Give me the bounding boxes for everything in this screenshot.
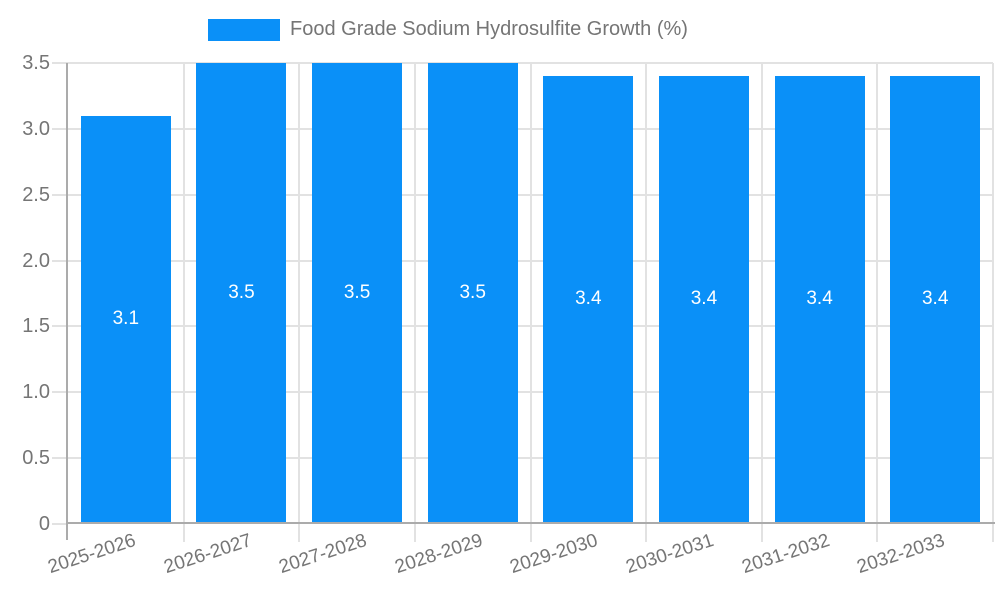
legend-item[interactable]: Food Grade Sodium Hydrosulfite Growth (%… (208, 18, 688, 41)
bar-value-label: 3.5 (228, 281, 255, 303)
x-axis-tick-label: 2026-2027 (161, 530, 254, 579)
y-axis-tick-label: 1.0 (22, 381, 50, 404)
gridline-horizontal (52, 127, 993, 130)
bar[interactable] (312, 63, 403, 522)
bar-value-label: 3.1 (112, 307, 140, 329)
gridline-horizontal (52, 457, 993, 460)
y-tick-mark (52, 523, 68, 525)
x-axis-tick-label: 2028-2029 (392, 530, 486, 579)
x-axis-tick-label: 2031-2032 (739, 530, 833, 579)
y-axis-tick-label: 0.5 (22, 447, 50, 470)
y-axis-tick-label: 2.5 (22, 183, 50, 206)
y-axis-tick-label: 2.0 (22, 249, 50, 272)
bar-value-label: 3.4 (806, 288, 833, 310)
bar-value-label: 3.4 (921, 288, 949, 310)
legend-swatch-icon (208, 18, 280, 41)
y-axis-tick-label: 3.0 (22, 117, 50, 140)
gridline-vertical (413, 63, 416, 542)
legend-label: Food Grade Sodium Hydrosulfite Growth (%… (290, 18, 688, 40)
bar[interactable] (80, 115, 171, 522)
bar[interactable] (890, 76, 981, 522)
gridline-horizontal (52, 193, 993, 196)
gridline-horizontal (52, 62, 993, 64)
gridline-vertical (992, 63, 994, 542)
gridline-vertical (645, 63, 648, 542)
gridline-vertical (182, 63, 185, 542)
x-axis-tick-label: 2030-2031 (623, 530, 717, 579)
x-axis-tick-label: 2029-2030 (507, 530, 601, 579)
bar[interactable] (196, 63, 287, 522)
y-axis-tick-label: 3.5 (22, 52, 50, 74)
gridline-horizontal (52, 325, 993, 328)
gridline-horizontal (52, 391, 993, 394)
x-axis-tick-label: 2025-2026 (45, 530, 139, 579)
bar[interactable] (543, 76, 634, 522)
gridline-vertical (298, 63, 301, 542)
y-axis-line (66, 63, 68, 540)
x-axis-line (66, 522, 995, 524)
gridline-vertical (876, 63, 879, 542)
y-axis-tick-label: 1.5 (22, 315, 50, 338)
bar[interactable] (427, 63, 518, 522)
gridline-vertical (529, 63, 532, 542)
bar-value-label: 3.5 (343, 281, 371, 303)
gridline-horizontal (52, 259, 993, 262)
bar-value-label: 3.4 (575, 288, 602, 310)
y-axis-tick-label: 0 (38, 513, 50, 535)
bar-value-label: 3.4 (690, 288, 718, 310)
bar-value-label: 3.5 (459, 281, 486, 303)
x-axis-tick-label: 2032-2033 (854, 530, 948, 579)
bar[interactable] (774, 76, 865, 522)
x-axis-tick-label: 2027-2028 (276, 530, 370, 579)
bar[interactable] (658, 76, 749, 522)
gridline-vertical (760, 63, 763, 542)
